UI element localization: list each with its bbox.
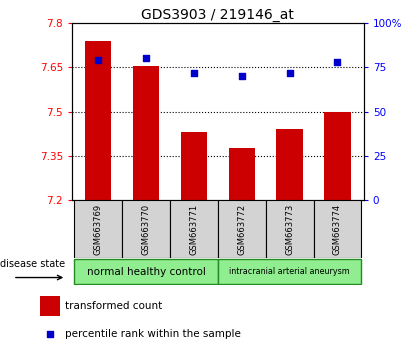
Point [95,57,102,63]
Text: normal healthy control: normal healthy control [87,267,206,277]
Text: transformed count: transformed count [65,301,163,311]
Bar [266,200,314,258]
Bar [133,66,159,200]
Text: GSM663771: GSM663771 [189,204,199,255]
Bar [74,200,122,258]
Point [46,332,53,337]
Text: GSM663772: GSM663772 [237,204,246,255]
Point [143,56,149,61]
Bar [218,200,266,258]
Text: GSM663773: GSM663773 [285,204,294,255]
Point [238,73,245,79]
Text: GSM663774: GSM663774 [333,204,342,255]
Bar [218,259,361,285]
Bar [85,41,111,200]
Text: GSM663769: GSM663769 [94,204,103,255]
Point [191,70,197,75]
Bar [40,296,60,316]
Bar [324,112,351,200]
Bar [229,148,255,200]
Bar [277,129,303,200]
Bar [74,259,218,285]
Bar [181,132,207,200]
Point [286,70,293,75]
Bar [314,200,361,258]
Text: disease state: disease state [0,259,65,269]
Bar [122,200,170,258]
Text: GSM663770: GSM663770 [141,204,150,255]
Text: intracranial arterial aneurysm: intracranial arterial aneurysm [229,267,350,276]
Bar [170,200,218,258]
Text: percentile rank within the sample: percentile rank within the sample [65,330,241,339]
Point [334,59,341,65]
Title: GDS3903 / 219146_at: GDS3903 / 219146_at [141,8,294,22]
